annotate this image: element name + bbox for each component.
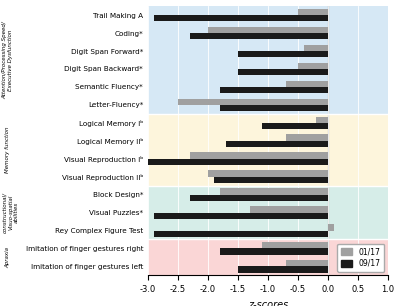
Bar — [190, 195, 328, 201]
Text: Apraxia: Apraxia — [6, 247, 10, 268]
Bar — [208, 27, 328, 33]
Bar — [286, 80, 328, 87]
Legend: 01/17, 09/17: 01/17, 09/17 — [337, 244, 384, 272]
Bar — [298, 9, 328, 15]
Bar — [304, 45, 328, 51]
Bar — [148, 6, 388, 114]
Bar — [262, 242, 328, 248]
Bar — [148, 114, 388, 186]
Bar — [220, 188, 328, 195]
Bar — [298, 63, 328, 69]
Text: Attention/Processing Speed/
Executive Dysfunction: Attention/Processing Speed/ Executive Dy… — [2, 21, 14, 99]
Bar — [208, 170, 328, 177]
Bar — [220, 248, 328, 255]
Text: Visuo-
constructional/
Visuo-spatial
abilities: Visuo- constructional/ Visuo-spatial abi… — [0, 192, 19, 233]
Bar — [238, 69, 328, 75]
Bar — [154, 230, 328, 237]
Bar — [148, 186, 388, 240]
Bar — [178, 99, 328, 105]
Bar — [316, 117, 328, 123]
Bar — [220, 87, 328, 93]
Bar — [214, 177, 328, 183]
Bar — [154, 15, 328, 21]
Bar — [238, 51, 328, 57]
Text: Memory function: Memory function — [6, 126, 10, 173]
Bar — [148, 240, 388, 275]
Bar — [148, 159, 328, 165]
Bar — [220, 105, 328, 111]
Bar — [190, 152, 328, 159]
Bar — [250, 206, 328, 213]
Bar — [286, 134, 328, 141]
Bar — [238, 267, 328, 273]
Bar — [154, 213, 328, 219]
Bar — [190, 33, 328, 39]
Bar — [262, 123, 328, 129]
Bar — [286, 260, 328, 267]
Bar — [226, 141, 328, 147]
X-axis label: z-scores: z-scores — [248, 300, 288, 306]
Bar — [328, 224, 334, 230]
